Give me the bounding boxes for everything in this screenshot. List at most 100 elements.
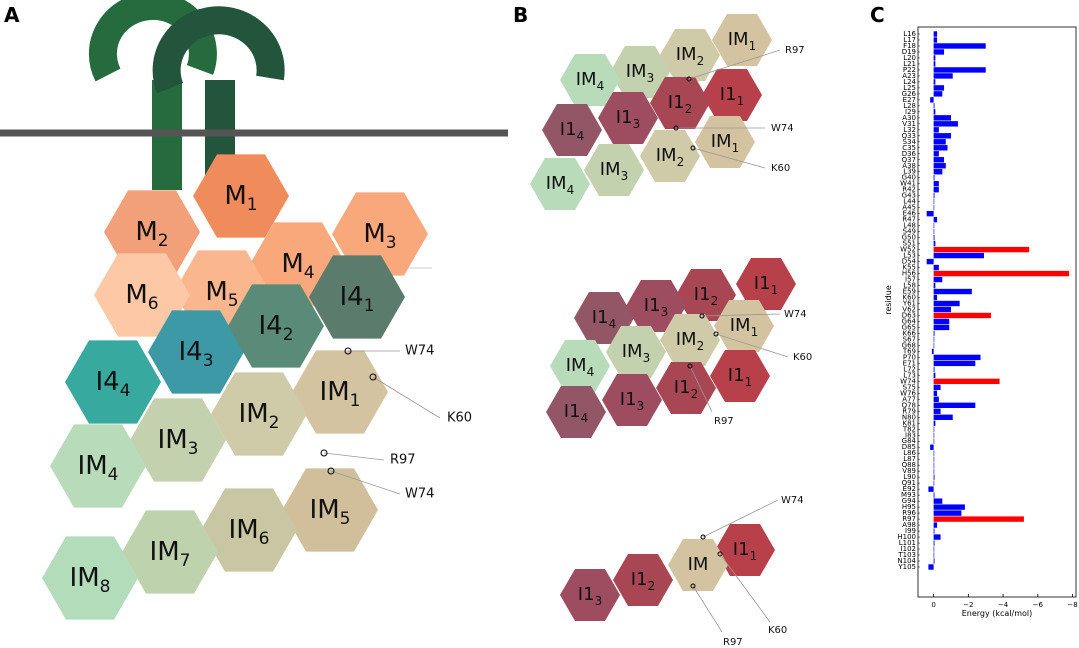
- bar: [928, 564, 934, 570]
- y-tick-label: T82: [902, 425, 916, 433]
- node-label-base: IM: [711, 131, 732, 152]
- node-label: IM5: [310, 495, 351, 530]
- node-label-sub: 2: [711, 294, 719, 308]
- bar: [933, 115, 951, 121]
- site-marker: [686, 76, 692, 82]
- node-label: IM4: [546, 173, 574, 197]
- bar: [933, 204, 935, 211]
- node-label-sub: 4: [108, 465, 119, 485]
- bar: [933, 378, 1000, 385]
- y-tick-label: K66: [903, 329, 917, 337]
- bar: [933, 79, 936, 85]
- node-label: M4: [281, 249, 314, 284]
- hexagon: [530, 158, 590, 210]
- node-label-base: IM: [730, 315, 751, 336]
- bar: [933, 67, 986, 73]
- y-tick-label: G50: [902, 234, 916, 242]
- site-label: W74: [781, 495, 804, 506]
- node-label-base: IM: [566, 355, 587, 376]
- bar: [933, 222, 935, 229]
- node-label-sub: 2: [697, 339, 705, 353]
- bar: [933, 390, 938, 397]
- y-tick-label: L101: [899, 539, 916, 547]
- y-tick-label: Q91: [902, 479, 916, 487]
- bar: [933, 163, 946, 169]
- node-label: I43: [178, 337, 213, 372]
- y-tick-label: I29: [905, 108, 916, 116]
- node-label: IM2: [239, 399, 280, 434]
- node-label-base: M: [135, 217, 157, 247]
- node-label-base: IM: [158, 425, 188, 455]
- hexagon: [606, 326, 666, 378]
- y-tick-label: L20: [903, 54, 916, 62]
- node-label-base: I1: [616, 107, 633, 128]
- site-label: W74: [771, 123, 794, 134]
- node-label: I41: [339, 282, 374, 317]
- y-tick-label: H95: [902, 503, 916, 511]
- bar: [933, 414, 953, 420]
- leader-line: [330, 470, 401, 495]
- hexagon: [560, 54, 620, 106]
- node-label-sub: 3: [637, 399, 645, 413]
- node-label: I14: [560, 119, 584, 143]
- bar: [933, 516, 1024, 522]
- node-label-sub: 3: [633, 117, 641, 131]
- bar: [930, 97, 934, 103]
- node-label: I12: [674, 377, 698, 401]
- bar: [933, 91, 943, 97]
- bar: [933, 318, 950, 325]
- node-label: M3: [363, 219, 396, 254]
- bar: [933, 181, 939, 187]
- node-label-sub: 3: [595, 594, 603, 608]
- node-label-base: IM: [150, 537, 180, 567]
- hexagon: [309, 255, 405, 339]
- y-tick-label: R47: [902, 216, 916, 224]
- node-label-base: I1: [694, 284, 711, 305]
- site-label: W74: [405, 344, 434, 359]
- node-label: I12: [694, 284, 718, 308]
- node-label-sub: 4: [587, 365, 595, 379]
- y-tick-label: I57: [905, 276, 916, 284]
- bar: [933, 306, 951, 313]
- node-label: IM7: [150, 537, 191, 572]
- bar: [933, 450, 935, 456]
- hexagon: [584, 144, 644, 196]
- bar: [933, 192, 935, 199]
- hexagon: [710, 350, 770, 402]
- node-label: I11: [720, 84, 744, 108]
- y-tick-label: G65: [902, 323, 916, 331]
- panel-label: B: [513, 3, 528, 27]
- node-label-base: I1: [733, 539, 750, 560]
- node-label-base: IM: [70, 563, 100, 593]
- node-label: M6: [125, 280, 158, 315]
- y-tick-label: L72: [903, 365, 916, 373]
- y-tick-label: L24: [903, 78, 916, 86]
- site-marker: [717, 551, 723, 557]
- y-tick-label: L17: [903, 36, 916, 44]
- hexagon: [715, 524, 775, 576]
- node-label-sub: 4: [597, 79, 605, 93]
- node-label-base: IM: [239, 399, 269, 429]
- bar: [933, 456, 935, 462]
- bar: [933, 474, 935, 480]
- hexagon: [650, 77, 710, 129]
- hexagon: [122, 510, 218, 594]
- y-tick-label: L48: [903, 222, 916, 230]
- node-label-base: IM: [310, 495, 340, 525]
- node-label-base: IM: [546, 173, 567, 194]
- node-label-base: I1: [644, 295, 661, 316]
- node-label-sub: 3: [386, 233, 397, 253]
- leader-line: [372, 376, 441, 419]
- site-marker: [344, 347, 352, 355]
- node-label: IM4: [566, 355, 594, 379]
- bar: [933, 420, 936, 426]
- node-label-base: IM: [656, 145, 677, 166]
- hexagon: [50, 424, 146, 508]
- node-label-sub: 3: [203, 351, 214, 371]
- y-tick-label: Q33: [902, 132, 916, 140]
- node-label-base: I1: [631, 569, 648, 590]
- y-axis-label: residue: [884, 285, 893, 315]
- bar: [930, 444, 934, 450]
- y-tick-label: P70: [903, 353, 916, 361]
